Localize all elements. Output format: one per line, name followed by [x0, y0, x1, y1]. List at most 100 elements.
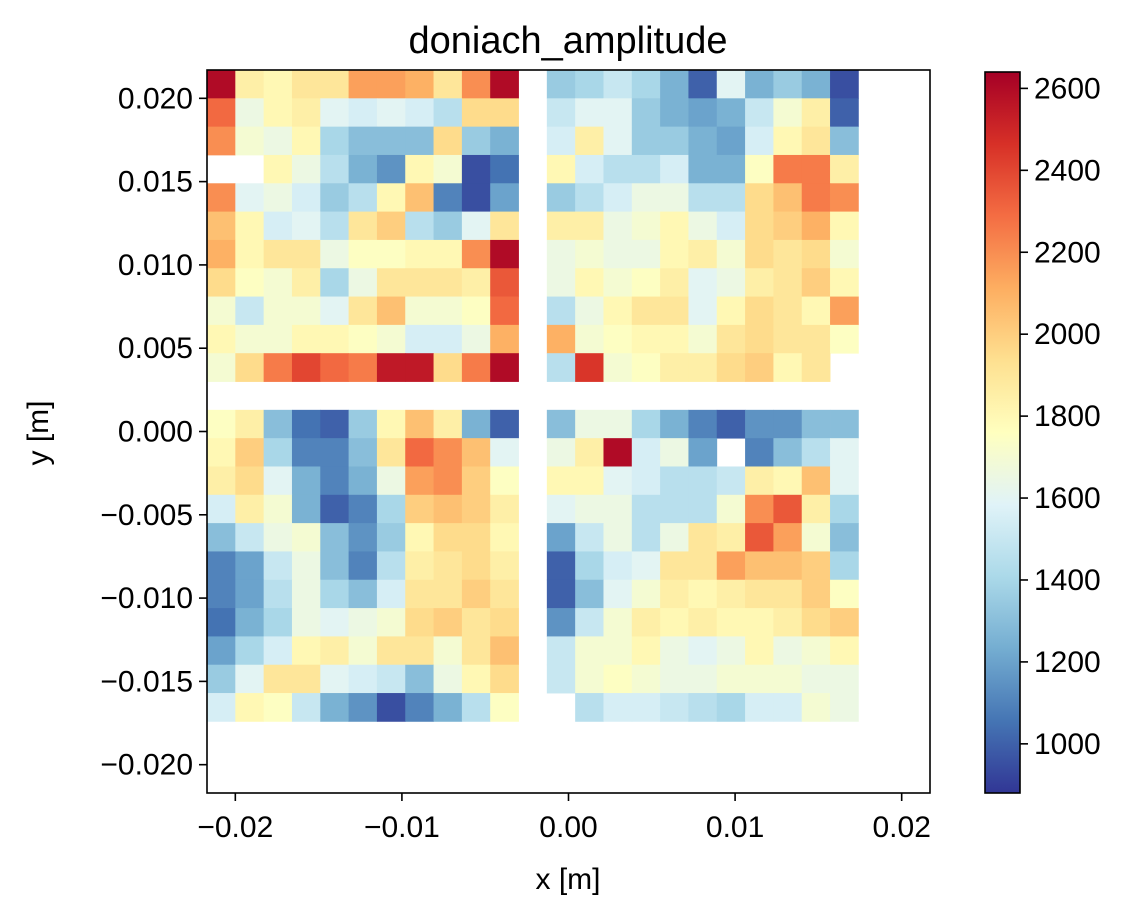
heatmap-cell	[405, 494, 434, 524]
heatmap-cell	[631, 636, 661, 666]
heatmap-cell	[631, 664, 661, 694]
heatmap-cell	[348, 579, 378, 609]
heatmap-cell	[405, 664, 434, 694]
heatmap-cell	[490, 579, 519, 609]
heatmap-cell	[291, 353, 321, 382]
heatmap-cell	[320, 494, 349, 524]
heatmap-cell	[575, 239, 604, 269]
heatmap-cell	[546, 353, 576, 382]
heatmap-cell	[320, 636, 349, 666]
heatmap-cell	[291, 98, 321, 128]
heatmap-cell	[631, 523, 661, 552]
x-tick-label: 0.02	[872, 811, 930, 844]
heatmap-cell	[745, 523, 774, 552]
heatmap-cell	[461, 636, 491, 666]
heatmap-cell	[830, 693, 859, 722]
heatmap-cell	[376, 183, 406, 212]
heatmap-cell	[490, 693, 519, 722]
heatmap-cell	[320, 664, 349, 694]
heatmap-cell	[433, 438, 463, 467]
heatmap-cell	[660, 466, 689, 496]
heatmap-cell	[603, 693, 633, 722]
heatmap-cell	[631, 324, 661, 354]
heatmap-cell	[490, 551, 519, 581]
heatmap-cell	[660, 693, 689, 722]
heatmap-cell	[830, 409, 859, 439]
heatmap-cell	[320, 551, 349, 581]
heatmap-cell	[433, 268, 463, 297]
heatmap-cell	[291, 324, 321, 354]
heatmap-cell	[716, 183, 746, 212]
heatmap-cell	[773, 183, 803, 212]
heatmap-cell	[263, 608, 293, 637]
heatmap-cell	[745, 466, 774, 496]
x-tick-label: 0.01	[706, 811, 764, 844]
heatmap-cell	[830, 438, 859, 467]
heatmap-cell	[631, 409, 661, 439]
heatmap-cell	[207, 70, 236, 99]
heatmap-cell	[745, 579, 774, 609]
heatmap-cell	[546, 296, 576, 326]
heatmap-cell	[291, 523, 321, 552]
colorbar-tick-label: 2200	[1034, 236, 1101, 269]
heatmap-cell	[490, 98, 519, 128]
heatmap-cell	[801, 126, 831, 156]
heatmap-cell	[461, 324, 491, 354]
heatmap-cell	[773, 693, 803, 722]
heatmap-cell	[461, 608, 491, 637]
heatmap-cell	[263, 693, 293, 722]
y-tick-label: 0.000	[118, 416, 193, 449]
heatmap-cell	[575, 438, 604, 467]
heatmap-cell	[631, 98, 661, 128]
heatmap-cell	[320, 579, 349, 609]
heatmap-cell	[461, 353, 491, 382]
heatmap-cell	[461, 494, 491, 524]
heatmap-cell	[603, 664, 633, 694]
heatmap-cell	[291, 579, 321, 609]
heatmap-cell	[575, 211, 604, 241]
heatmap-cell	[461, 693, 491, 722]
heatmap-cell	[575, 268, 604, 297]
heatmap-cell	[263, 409, 293, 439]
heatmap-cell	[773, 70, 803, 99]
heatmap-cell	[575, 70, 604, 99]
heatmap-cell	[660, 579, 689, 609]
heatmap-cell	[405, 438, 434, 467]
heatmap-cell	[490, 523, 519, 552]
heatmap-cell	[291, 70, 321, 99]
heatmap-cell	[603, 409, 633, 439]
heatmap-cell	[773, 211, 803, 241]
heatmap-cell	[688, 438, 718, 467]
heatmap-cell	[660, 126, 689, 156]
heatmap-cell	[263, 353, 293, 382]
heatmap-cell	[546, 154, 576, 184]
heatmap-cell	[801, 154, 831, 184]
heatmap-cell	[348, 693, 378, 722]
heatmap-cell	[745, 494, 774, 524]
heatmap-cell	[461, 268, 491, 297]
heatmap-cell	[546, 523, 576, 552]
y-axis: 0.020 0.015 0.010 0.005 0.000 −0.005 −0.010 −0.…	[100, 82, 207, 782]
chart-title: doniach_amplitude	[408, 20, 727, 62]
heatmap-cell	[546, 126, 576, 156]
heatmap-cell	[603, 324, 633, 354]
heatmap-cell	[461, 551, 491, 581]
heatmap-cell	[830, 268, 859, 297]
heatmap-cell	[801, 409, 831, 439]
heatmap-cell	[405, 608, 434, 637]
heatmap-cell	[603, 466, 633, 496]
heatmap-cell	[376, 551, 406, 581]
heatmap-cell	[546, 239, 576, 269]
heatmap-cell	[660, 494, 689, 524]
heatmap-cell	[376, 268, 406, 297]
heatmap-cell	[348, 211, 378, 241]
heatmap-cell	[207, 126, 236, 156]
heatmap-cell	[207, 693, 236, 722]
heatmap-cell	[490, 126, 519, 156]
heatmap-cell	[575, 98, 604, 128]
heatmap-cell	[801, 551, 831, 581]
heatmap-cell	[207, 466, 236, 496]
heatmap-cell	[348, 268, 378, 297]
heatmap-cell	[405, 183, 434, 212]
